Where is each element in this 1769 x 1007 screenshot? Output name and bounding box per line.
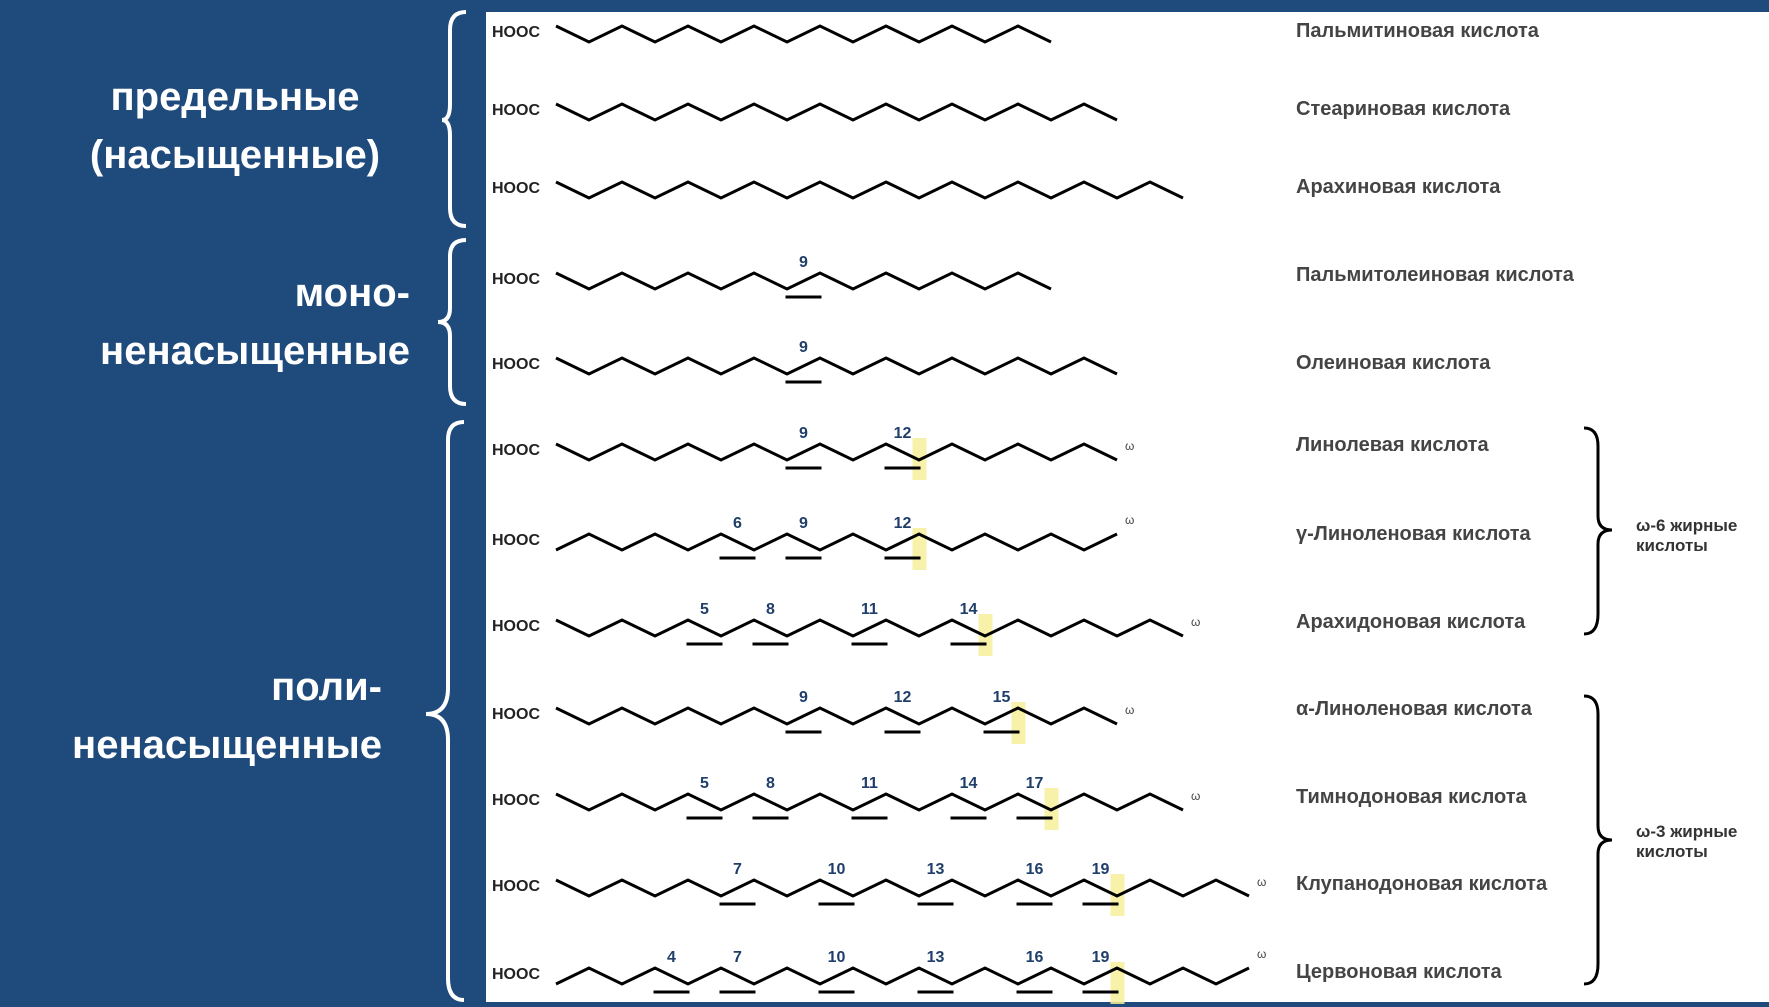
brace-saturated (441, 10, 467, 228)
double-bond-position-label: 10 (828, 949, 846, 966)
group-label-saturated: предельные (насыщенные) (89, 75, 381, 177)
brace-monounsaturated (437, 238, 467, 406)
double-bond-position-label: 8 (766, 601, 775, 618)
double-bond-position-label: 5 (700, 601, 709, 618)
acid-name-palmitic: Пальмитиновая кислота (1296, 20, 1539, 42)
omega3-family-label: ω-3 жирные кислоты (1636, 822, 1737, 862)
omega-end-label: ω (1125, 513, 1134, 527)
hooc-label: HOOC (492, 706, 540, 723)
chain-6: 9 12 ω (555, 425, 1134, 480)
hooc-label: HOOC (492, 102, 540, 119)
hooc-label: HOOC (492, 271, 540, 288)
acid-name-cervonic: Цервоновая кислота (1296, 961, 1502, 983)
double-bond-position-label: 11 (861, 775, 878, 792)
omega-end-label: ω (1191, 615, 1200, 629)
hooc-label: HOOC (492, 356, 540, 373)
acid-name-timnodonic: Тимнодоновая кислота (1296, 786, 1527, 808)
chain-7: 6 9 12 ω (555, 513, 1134, 570)
double-bond-position-label: 13 (927, 949, 945, 966)
acid-name-palmitoleic: Пальмитолеиновая кислота (1296, 264, 1574, 286)
omega6-family-label: ω-6 жирные кислоты (1636, 516, 1737, 556)
chain-3 (555, 180, 1184, 200)
double-bond-position-label: 4 (667, 949, 676, 966)
chain-4: 9 (555, 254, 1052, 299)
chain-5: 9 (555, 339, 1118, 384)
chain-10: 5 8 11 14 17 ω (555, 775, 1200, 830)
acid-name-arachidic: Арахиновая кислота (1296, 176, 1501, 198)
acid-name-alpha-linolenic: α-Линоленовая кислота (1296, 698, 1532, 720)
omega-end-label: ω (1191, 789, 1200, 803)
double-bond-position-label: 12 (894, 515, 912, 532)
acid-name-linoleic: Линолевая кислота (1296, 434, 1489, 456)
double-bond-position-label: 9 (799, 254, 808, 271)
double-bond-position-label: 10 (828, 861, 846, 878)
hooc-label: HOOC (492, 618, 540, 635)
double-bond-position-label: 7 (733, 861, 742, 878)
double-bond-position-label: 5 (700, 775, 709, 792)
double-bond-position-label: 13 (927, 861, 945, 878)
hooc-label: HOOC (492, 792, 540, 809)
chain-2 (555, 102, 1118, 122)
double-bond-position-label: 6 (733, 515, 742, 532)
double-bond-position-label: 12 (894, 425, 912, 442)
omega6-family-line2: кислоты (1636, 536, 1708, 555)
hooc-label: HOOC (492, 966, 540, 983)
double-bond-position-label: 15 (993, 689, 1011, 706)
omega3-family-line1: ω-3 жирные (1636, 822, 1738, 841)
double-bond-position-label: 7 (733, 949, 742, 966)
hooc-label: HOOC (492, 180, 540, 197)
group-label-polyunsaturated: поли- ненасыщенные (72, 665, 382, 767)
omega-end-label: ω (1125, 439, 1134, 453)
double-bond-position-label: 19 (1092, 861, 1110, 878)
acid-name-gamma-linolenic: γ-Линоленовая кислота (1296, 523, 1531, 545)
acid-name-clupanodonic: Клупанодоновая кислота (1296, 873, 1548, 895)
double-bond-position-label: 11 (861, 601, 878, 618)
double-bond-position-label: 17 (1026, 775, 1044, 792)
acid-name-stearic: Стеариновая кислота (1296, 98, 1511, 120)
brace-omega3 (1583, 694, 1613, 986)
acid-name-oleic: Олеиновая кислота (1296, 352, 1491, 374)
double-bond-position-label: 12 (894, 689, 912, 706)
double-bond-position-label: 9 (799, 689, 808, 706)
double-bond-position-label: 14 (960, 775, 978, 792)
chain-12: 4 7 10 13 16 19 ω (555, 947, 1266, 1004)
chain-1 (555, 24, 1052, 44)
hooc-label: HOOC (492, 24, 540, 41)
omega-end-label: ω (1257, 875, 1266, 889)
double-bond-position-label: 16 (1026, 949, 1044, 966)
acid-name-arachidonic: Арахидоновая кислота (1296, 611, 1526, 633)
double-bond-position-label: 9 (799, 515, 808, 532)
chain-9: 9 12 15 ω (555, 689, 1134, 744)
omega6-family-line1: ω-6 жирные (1636, 516, 1738, 535)
double-bond-position-label: 19 (1092, 949, 1110, 966)
chain-8: 5 8 11 14 ω (555, 601, 1200, 656)
group-label-monounsaturated: моно- ненасыщенные (100, 271, 410, 373)
double-bond-position-label: 8 (766, 775, 775, 792)
hooc-label: HOOC (492, 532, 540, 549)
hooc-label: HOOC (492, 878, 540, 895)
double-bond-position-label: 14 (960, 601, 978, 618)
omega-end-label: ω (1257, 947, 1266, 961)
double-bond-position-label: 9 (799, 339, 808, 356)
omega3-family-line2: кислоты (1636, 842, 1708, 861)
diagram-panel (486, 12, 1769, 1002)
brace-omega6 (1583, 426, 1613, 636)
double-bond-position-label: 16 (1026, 861, 1044, 878)
double-bond-position-label: 9 (799, 425, 808, 442)
omega-end-label: ω (1125, 703, 1134, 717)
hooc-label: HOOC (492, 442, 540, 459)
chain-11: 7 10 13 16 19 ω (555, 861, 1266, 916)
brace-polyunsaturated (425, 420, 465, 1002)
